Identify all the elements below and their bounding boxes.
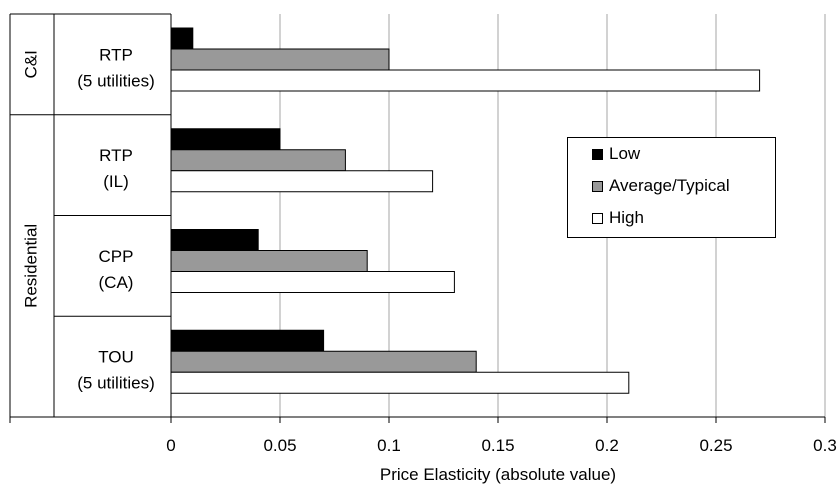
legend-swatch-average	[592, 180, 603, 192]
bar-average-typical-0	[170, 48, 390, 71]
bar-high-0	[170, 69, 761, 92]
x-axis-label: Price Elasticity (absolute value)	[380, 465, 616, 484]
category-label-sub: (CA)	[99, 273, 134, 292]
legend-label-low: Low	[609, 144, 641, 163]
group-label-residential: Residential	[21, 224, 40, 308]
bar-low-2	[170, 229, 259, 251]
x-tick-label: 0.1	[377, 436, 401, 455]
legend-item-low: Low	[592, 143, 640, 165]
legend-swatch-low	[592, 148, 603, 160]
category-label: RTP	[99, 45, 133, 64]
legend-swatch-high	[592, 212, 603, 224]
axes	[9, 13, 826, 423]
category-label: RTP	[99, 146, 133, 165]
category-label-sub: (5 utilities)	[77, 374, 154, 393]
bar-low-0	[170, 27, 194, 50]
category-label: CPP	[99, 247, 134, 266]
legend: Low Average/Typical High	[567, 137, 776, 238]
x-tick-label: 0.25	[699, 436, 732, 455]
bar-average-typical-2	[170, 250, 368, 272]
legend-label-high: High	[609, 208, 644, 227]
bar-high-2	[170, 271, 455, 293]
bar-low-1	[170, 128, 281, 151]
legend-item-high: High	[592, 207, 644, 229]
bar-high-3	[170, 371, 630, 394]
x-tick-label: 0.05	[263, 436, 296, 455]
category-label: TOU	[98, 348, 134, 367]
legend-label-average: Average/Typical	[609, 176, 730, 195]
bar-average-typical-1	[170, 149, 346, 172]
x-tick-labels: 0 0.05 0.1 0.15 0.2 0.25 0.3	[166, 436, 837, 455]
bar-low-3	[170, 329, 325, 352]
x-tick-label: 0.15	[481, 436, 514, 455]
category-label-sub: (5 utilities)	[77, 71, 154, 90]
bar-average-typical-3	[170, 350, 477, 373]
category-labels: RTP (5 utilities) RTP (IL) CPP (CA) TOU (5 util…	[77, 45, 154, 392]
x-tick-label: 0	[166, 436, 175, 455]
bar-high-1	[170, 170, 434, 193]
x-tick-label: 0.2	[595, 436, 619, 455]
category-label-sub: (IL)	[103, 172, 129, 191]
group-labels: C&I Residential	[21, 50, 40, 308]
group-label-c-i: C&I	[21, 50, 40, 78]
legend-item-average: Average/Typical	[592, 175, 730, 197]
x-tick-label: 0.3	[813, 436, 837, 455]
